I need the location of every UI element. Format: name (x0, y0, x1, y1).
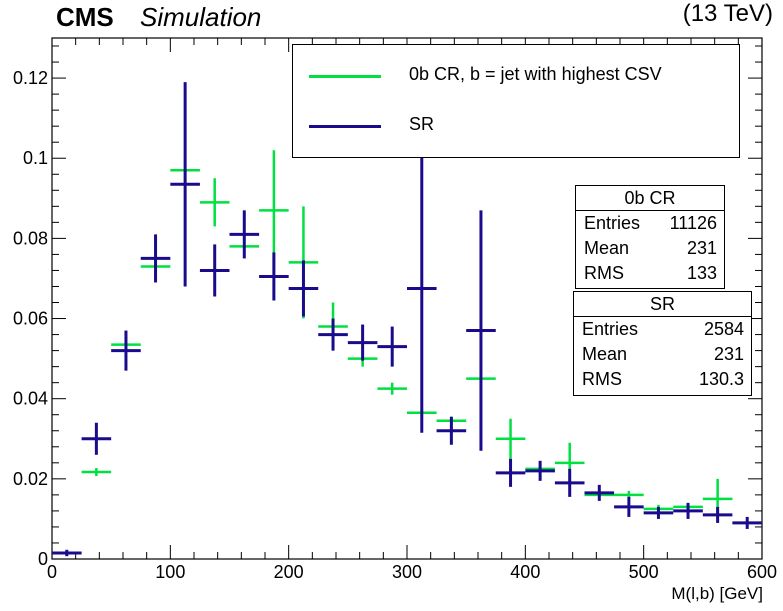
legend-entry-sr: SR (309, 111, 729, 141)
y-tick-label: 0.12 (13, 68, 48, 88)
legend: 0b CR, b = jet with highest CSV SR (292, 44, 740, 158)
legend-label-cr: 0b CR, b = jet with highest CSV (409, 64, 662, 84)
y-tick-label: 0.06 (13, 309, 48, 329)
x-tick-label: 200 (274, 562, 304, 582)
stats-value: 133 (686, 263, 717, 283)
y-tick-label: 0.08 (13, 228, 48, 248)
stats-key: Mean (582, 344, 628, 364)
stats-key: Entries (584, 213, 641, 233)
stats-key: RMS (582, 369, 622, 389)
legend-entry-cr: 0b CR, b = jet with highest CSV (309, 61, 729, 91)
stats-value: 130.3 (698, 369, 744, 389)
x-tick-label: 300 (392, 562, 422, 582)
experiment-label: CMS (56, 2, 114, 32)
stats-box-cr: 0b CR Entries 11126 Mean 231 RMS 133 (575, 185, 725, 289)
stats-row-rms: RMS 130.3 (574, 367, 751, 392)
stats-value: 231 (686, 238, 717, 258)
stats-value: 11126 (669, 213, 717, 233)
stats-row-entries: Entries 2584 (574, 317, 751, 342)
y-tick-label: 0.04 (13, 389, 48, 409)
x-tick-label: 600 (747, 562, 777, 582)
x-tick-label: 400 (510, 562, 540, 582)
stats-title: SR (574, 292, 751, 317)
x-axis-label: M(l,b) [GeV] (671, 584, 763, 603)
legend-line-cr (309, 75, 381, 78)
stats-key: Mean (584, 238, 630, 258)
y-tick-label: 0.1 (23, 148, 48, 168)
y-tick-label: 0 (38, 549, 48, 569)
stats-row-entries: Entries 11126 (576, 211, 724, 236)
stats-row-mean: Mean 231 (574, 342, 751, 367)
stats-value: 2584 (703, 319, 744, 339)
simulation-label: Simulation (140, 2, 262, 32)
stats-row-mean: Mean 231 (576, 236, 724, 261)
stats-title: 0b CR (576, 186, 724, 211)
energy-label: (13 TeV) (682, 0, 773, 27)
stats-value: 231 (713, 344, 744, 364)
stats-key: RMS (584, 263, 624, 283)
x-tick-label: 100 (155, 562, 185, 582)
legend-line-sr (309, 125, 381, 128)
legend-label-sr: SR (409, 114, 435, 134)
x-tick-label: 500 (629, 562, 659, 582)
x-tick-label: 0 (47, 562, 57, 582)
stats-key: Entries (582, 319, 639, 339)
stats-box-sr: SR Entries 2584 Mean 231 RMS 130.3 (573, 291, 752, 396)
stats-row-rms: RMS 133 (576, 261, 724, 286)
y-tick-label: 0.02 (13, 469, 48, 489)
